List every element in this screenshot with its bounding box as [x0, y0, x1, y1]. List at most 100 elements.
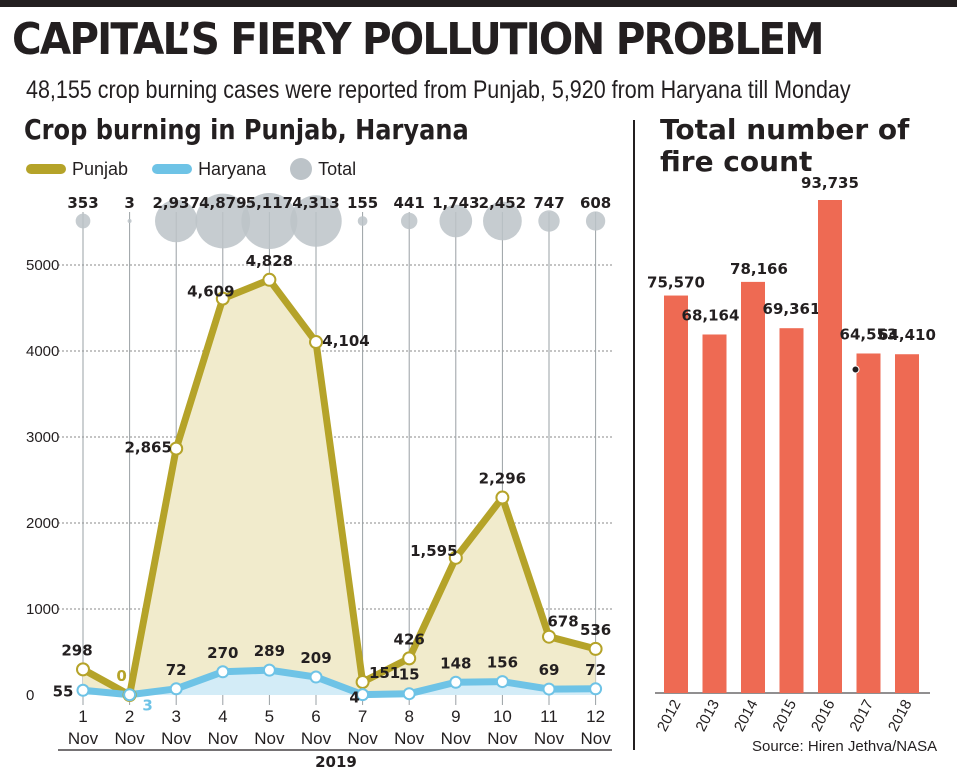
x-axis-label: 2019	[315, 753, 357, 771]
bar-category-label: 2014	[731, 697, 762, 734]
x-tick-month: Nov	[534, 729, 565, 748]
legend-label-haryana: Haryana	[198, 158, 267, 179]
legend-item-total: Total	[290, 158, 356, 180]
bar-category-label: 2013	[692, 697, 723, 734]
bar-value-label: 64,410	[878, 326, 936, 344]
legend-swatch-haryana	[152, 164, 193, 174]
punjab-point	[169, 441, 184, 456]
haryana-point	[309, 670, 323, 684]
bar-value-label: 68,164	[682, 306, 740, 324]
punjab-point	[215, 291, 230, 306]
bar	[818, 200, 842, 693]
total-bubble	[538, 210, 560, 232]
total-bubble	[483, 201, 522, 241]
bar-category-label: 2018	[885, 697, 916, 734]
total-label: 4,313	[292, 194, 339, 212]
bar	[895, 354, 919, 693]
haryana-point	[123, 688, 137, 702]
haryana-label: 3	[142, 697, 152, 715]
punjab-label: 4,828	[246, 252, 293, 270]
total-bubble	[154, 199, 198, 243]
total-label: 3	[124, 194, 134, 212]
x-tick-day: 8	[404, 707, 413, 726]
total-label: 608	[580, 194, 611, 212]
punjab-label: 0	[116, 667, 126, 685]
legend: Punjab Haryana Total	[26, 156, 380, 182]
bar-category-label: 2012	[654, 697, 685, 734]
total-bubble	[290, 195, 342, 247]
punjab-point	[309, 335, 323, 350]
legend-label-total: Total	[318, 158, 357, 179]
bar-value-label: 69,361	[763, 300, 821, 318]
haryana-line	[79, 666, 600, 699]
x-tick-day: 4	[218, 707, 227, 726]
y-tick-label: 5000	[26, 257, 59, 274]
total-label: 1,743	[432, 194, 479, 212]
bar	[741, 281, 765, 693]
x-tick-day: 12	[586, 707, 605, 726]
punjab-point	[542, 629, 556, 644]
y-tick-label: 4000	[26, 343, 59, 360]
total-bubble	[439, 204, 473, 238]
haryana-label: 55	[53, 682, 74, 700]
legend-label-punjab: Punjab	[72, 158, 129, 179]
punjab-label: 2,296	[479, 470, 526, 488]
punjab-label: 4,104	[322, 332, 369, 350]
x-tick-day: 2	[125, 707, 134, 726]
haryana-point	[402, 687, 416, 701]
punjab-label: 426	[394, 630, 425, 648]
x-tick-day: 10	[493, 707, 512, 726]
x-tick-month: Nov	[487, 729, 518, 748]
haryana-label: 289	[254, 642, 285, 660]
x-tick-month: Nov	[208, 729, 239, 748]
total-label: 441	[394, 194, 425, 212]
bar-category-label: 2016	[808, 697, 839, 734]
haryana-point	[76, 683, 90, 697]
haryana-label: 156	[487, 654, 518, 672]
legend-item-haryana: Haryana	[152, 159, 266, 180]
haryana-point	[356, 688, 370, 702]
page-title: CAPITAL’S FIERY POLLUTION PROBLEM	[12, 14, 825, 65]
haryana-point	[169, 682, 183, 696]
y-tick-label: 2000	[26, 515, 59, 532]
x-tick-month: Nov	[114, 729, 145, 748]
punjab-label: 4,609	[187, 283, 234, 301]
punjab-point	[402, 651, 417, 666]
punjab-point	[448, 550, 463, 565]
x-tick-day: 9	[451, 707, 460, 726]
x-tick-month: Nov	[394, 729, 425, 748]
total-label: 2,937	[152, 194, 199, 212]
punjab-area	[83, 279, 596, 695]
punjab-point	[355, 675, 370, 690]
punjab-point	[262, 272, 277, 287]
line-chart-title: Crop burning in Punjab, Haryana	[24, 113, 469, 146]
x-tick-day: 7	[358, 707, 367, 726]
punjab-point	[495, 490, 510, 505]
total-bubble	[585, 211, 606, 231]
bar-chart-title: Total number of fire count	[660, 114, 957, 178]
total-bubble	[75, 213, 91, 229]
x-tick-day: 3	[171, 707, 180, 726]
haryana-label: 270	[207, 644, 238, 662]
total-bubble	[127, 219, 132, 223]
punjab-label: 151	[369, 664, 400, 682]
legend-item-punjab: Punjab	[26, 159, 128, 180]
section-divider	[633, 120, 635, 750]
legend-swatch-punjab	[26, 164, 66, 174]
haryana-point	[495, 675, 509, 689]
bar	[779, 328, 804, 693]
bar-value-label: 78,166	[730, 260, 788, 278]
total-bubble	[195, 193, 251, 249]
total-label: 155	[347, 194, 378, 212]
punjab-point	[76, 662, 90, 677]
bar-marker	[851, 365, 860, 374]
x-tick-month: Nov	[580, 729, 611, 748]
bar	[856, 353, 881, 693]
haryana-point	[449, 675, 463, 689]
y-tick-label: 0	[26, 687, 34, 704]
total-label: 4,879	[199, 194, 246, 212]
punjab-label: 536	[580, 621, 611, 639]
bar-chart-title-text: Total number of fire count	[660, 113, 910, 178]
total-label: 5,117	[246, 194, 293, 212]
